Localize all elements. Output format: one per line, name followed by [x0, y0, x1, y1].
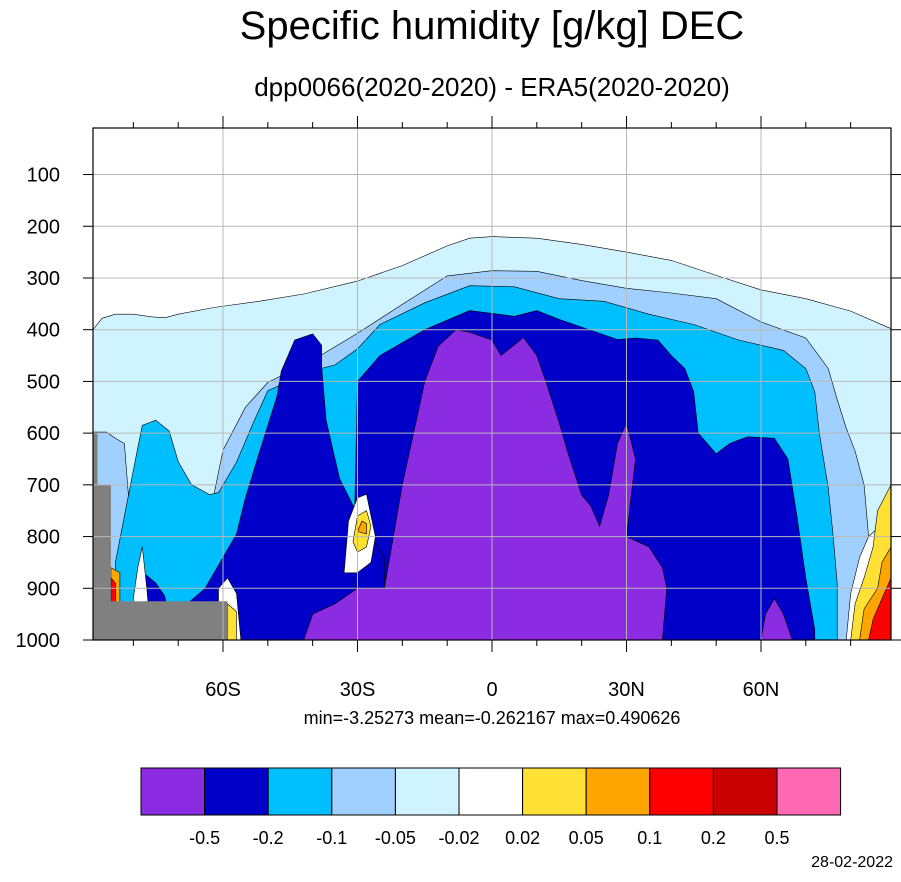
x-tick-label: 0 — [486, 679, 497, 701]
x-tick-label: 60S — [205, 679, 241, 701]
axis-ticks — [83, 116, 901, 652]
masked-region — [93, 433, 228, 640]
colorbar-box — [712, 767, 778, 816]
date-stamp: 28-02-2022 — [811, 854, 893, 871]
colorbar-label: -0.5 — [189, 828, 220, 848]
colorbar-label: 0.02 — [505, 828, 540, 848]
chart-subtitle: dpp0066(2020-2020) - ERA5(2020-2020) — [254, 72, 730, 102]
colorbar: -0.5 -0.2 -0.1 -0.05 -0.02 0.02 0.05 0.1 0.2 0.5 — [140, 767, 842, 848]
terrain-mask — [93, 433, 228, 640]
y-tick-label: 600 — [27, 423, 60, 445]
y-tick-label: 100 — [27, 165, 60, 187]
x-tick-label: 60N — [743, 679, 780, 701]
colorbar-box — [776, 767, 842, 816]
colorbar-box — [204, 767, 269, 816]
contour-region-9 — [357, 520, 367, 535]
colorbar-label: 0.1 — [637, 828, 662, 848]
colorbar-box — [267, 767, 333, 816]
colorbar-box — [458, 767, 524, 816]
y-tick-labels: 100 200 300 400 500 600 700 800 900 1000 — [16, 165, 61, 652]
stats-summary: min=-3.25273 mean=-0.262167 max=0.490626 — [303, 708, 681, 728]
y-tick-label: 200 — [27, 216, 60, 238]
colorbar-label: 0.05 — [569, 828, 604, 848]
colorbar-label: -0.2 — [253, 828, 284, 848]
colorbar-label: -0.05 — [375, 828, 416, 848]
colorbar-label: 0.2 — [701, 828, 726, 848]
x-tick-label: 30S — [340, 679, 376, 701]
colorbar-box — [522, 767, 587, 816]
contour-region-5 — [760, 598, 793, 640]
colorbar-label: 0.5 — [764, 828, 789, 848]
x-tick-label: 30N — [608, 679, 645, 701]
y-tick-label: 900 — [27, 578, 60, 600]
page-title: Specific humidity [g/kg] DEC — [239, 4, 745, 48]
colorbar-box — [331, 767, 396, 816]
colorbar-box — [394, 767, 460, 816]
colorbar-label: -0.02 — [438, 828, 479, 848]
y-tick-label: 800 — [27, 527, 60, 549]
y-tick-label: 500 — [27, 371, 60, 393]
colorbar-box — [649, 767, 714, 816]
y-tick-label: 300 — [27, 268, 60, 290]
y-tick-label: 1000 — [16, 630, 61, 652]
y-tick-label: 400 — [27, 320, 60, 342]
grid-lines — [93, 128, 891, 640]
colorbar-box — [585, 767, 651, 816]
colorbar-box — [140, 767, 206, 816]
colorbar-label: -0.1 — [316, 828, 347, 848]
y-tick-label: 700 — [27, 475, 60, 497]
x-tick-labels: 60S 30S 0 30N 60N — [205, 679, 779, 701]
